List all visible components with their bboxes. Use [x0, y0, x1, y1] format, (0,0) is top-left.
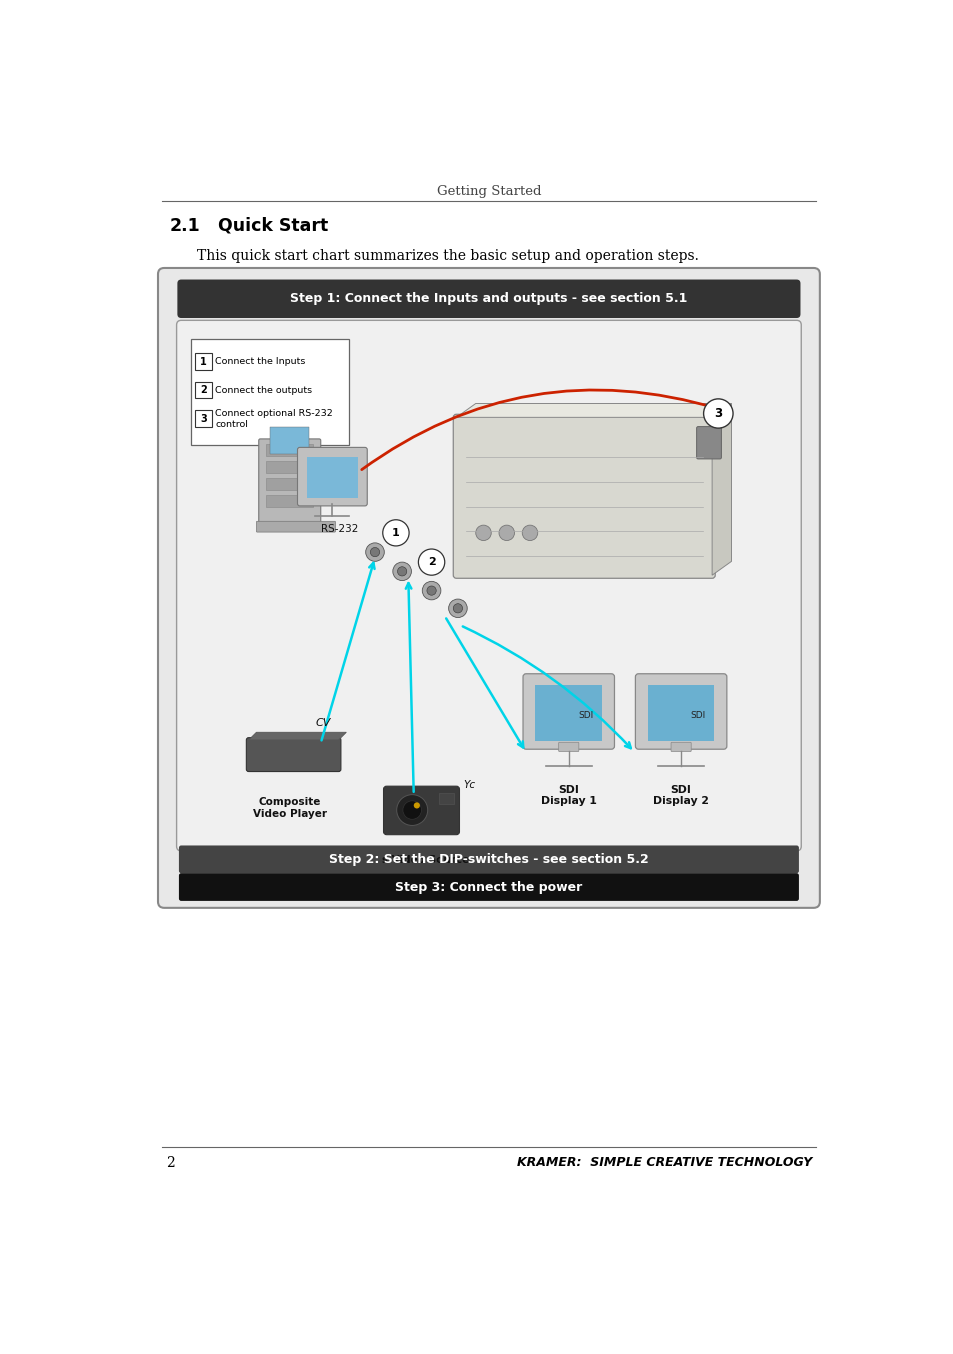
FancyBboxPatch shape	[179, 873, 798, 900]
FancyBboxPatch shape	[258, 439, 320, 523]
Polygon shape	[249, 733, 346, 741]
Text: 2.1: 2.1	[170, 217, 200, 234]
Text: 2: 2	[200, 386, 207, 395]
Bar	[270, 428, 309, 455]
FancyBboxPatch shape	[195, 382, 212, 398]
FancyBboxPatch shape	[195, 353, 212, 370]
Bar	[647, 685, 714, 741]
Text: Connect the outputs: Connect the outputs	[215, 386, 313, 395]
Circle shape	[365, 543, 384, 562]
Circle shape	[397, 567, 406, 575]
Circle shape	[402, 800, 421, 819]
Bar	[191, 338, 349, 445]
Text: 3: 3	[200, 414, 207, 424]
Text: Getting Started: Getting Started	[436, 185, 540, 198]
FancyBboxPatch shape	[158, 268, 819, 907]
FancyBboxPatch shape	[635, 674, 726, 749]
Circle shape	[453, 604, 462, 613]
FancyBboxPatch shape	[522, 674, 614, 749]
FancyBboxPatch shape	[297, 447, 367, 506]
Text: SDI: SDI	[578, 711, 593, 720]
Circle shape	[703, 399, 732, 428]
Bar	[266, 444, 313, 456]
Text: SDI
Display 2: SDI Display 2	[653, 784, 708, 806]
FancyBboxPatch shape	[195, 410, 212, 427]
FancyBboxPatch shape	[246, 738, 340, 772]
FancyBboxPatch shape	[670, 742, 691, 751]
FancyBboxPatch shape	[176, 321, 801, 850]
Text: CV: CV	[315, 718, 331, 728]
FancyBboxPatch shape	[453, 414, 715, 578]
Text: Connect optional RS-232
control: Connect optional RS-232 control	[215, 409, 333, 429]
Circle shape	[396, 795, 427, 826]
Text: 3: 3	[714, 408, 721, 420]
Text: 1: 1	[392, 528, 399, 538]
Text: Composite
Video Player: Composite Video Player	[253, 798, 327, 819]
Bar	[438, 793, 454, 804]
Circle shape	[427, 586, 436, 596]
Text: 1: 1	[200, 357, 207, 367]
Text: Yc: Yc	[463, 780, 476, 791]
FancyBboxPatch shape	[696, 427, 720, 459]
Text: Quick Start: Quick Start	[218, 217, 329, 234]
FancyBboxPatch shape	[179, 845, 798, 873]
Text: Step 1: Connect the Inputs and outputs - see section 5.1: Step 1: Connect the Inputs and outputs -…	[290, 292, 687, 305]
Circle shape	[370, 547, 379, 556]
Bar	[535, 685, 601, 741]
Text: 2: 2	[427, 556, 435, 567]
Circle shape	[418, 548, 444, 575]
Text: SDI
Display 1: SDI Display 1	[540, 784, 596, 806]
Bar	[307, 456, 357, 498]
Polygon shape	[711, 403, 731, 575]
Circle shape	[498, 525, 514, 540]
Circle shape	[422, 581, 440, 600]
Text: Connect the Inputs: Connect the Inputs	[215, 357, 305, 367]
Circle shape	[414, 803, 419, 808]
Text: s-Video Source: s-Video Source	[381, 854, 469, 865]
Circle shape	[448, 598, 467, 617]
Circle shape	[521, 525, 537, 540]
Circle shape	[476, 525, 491, 540]
Bar	[266, 478, 313, 490]
Text: SDI: SDI	[690, 711, 705, 720]
FancyBboxPatch shape	[256, 521, 335, 532]
Polygon shape	[456, 403, 731, 417]
Circle shape	[393, 562, 411, 581]
Bar	[266, 462, 313, 473]
Text: RS-232: RS-232	[321, 524, 358, 533]
FancyBboxPatch shape	[383, 787, 459, 834]
FancyBboxPatch shape	[558, 742, 578, 751]
Text: KRAMER:  SIMPLE CREATIVE TECHNOLOGY: KRAMER: SIMPLE CREATIVE TECHNOLOGY	[517, 1156, 811, 1170]
Bar	[266, 496, 313, 506]
Text: This quick start chart summarizes the basic setup and operation steps.: This quick start chart summarizes the ba…	[196, 249, 698, 264]
Circle shape	[382, 520, 409, 546]
Text: 2: 2	[166, 1156, 174, 1170]
Text: Step 3: Connect the power: Step 3: Connect the power	[395, 880, 582, 894]
FancyBboxPatch shape	[177, 279, 800, 318]
Text: Step 2: Set the DIP-switches - see section 5.2: Step 2: Set the DIP-switches - see secti…	[329, 853, 648, 865]
